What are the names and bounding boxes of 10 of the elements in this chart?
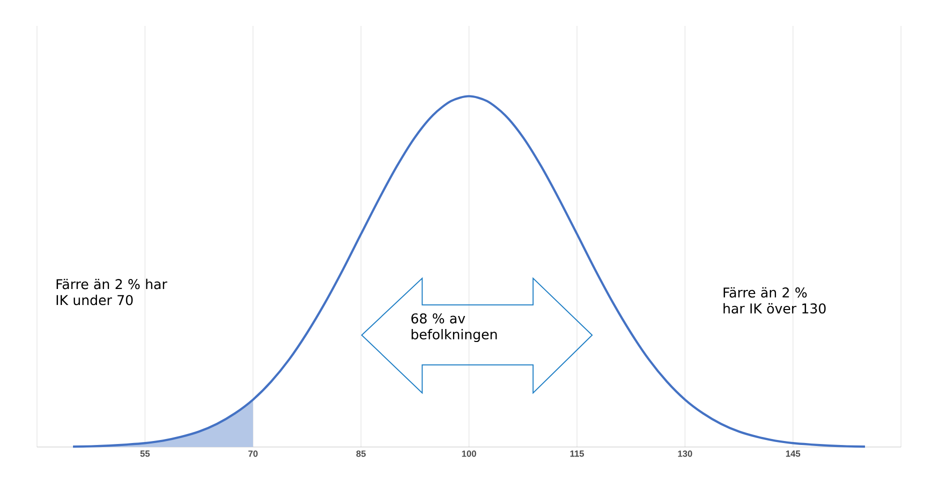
x-tick-label: 145 (786, 450, 800, 457)
x-tick-label: 85 (356, 450, 366, 457)
annotation: Färre än 2 % har IK under 70 (56, 278, 168, 306)
x-tick-label: 55 (140, 450, 150, 457)
x-tick-label: 115 (570, 450, 584, 457)
annotation: 68 % av befolkningen (411, 313, 497, 342)
annotation: Färre än 2 % har IK över 130 (724, 287, 826, 314)
x-tick-label: 130 (678, 450, 692, 457)
x-tick-label: 100 (462, 450, 476, 457)
x-tick-label: 70 (248, 450, 258, 457)
